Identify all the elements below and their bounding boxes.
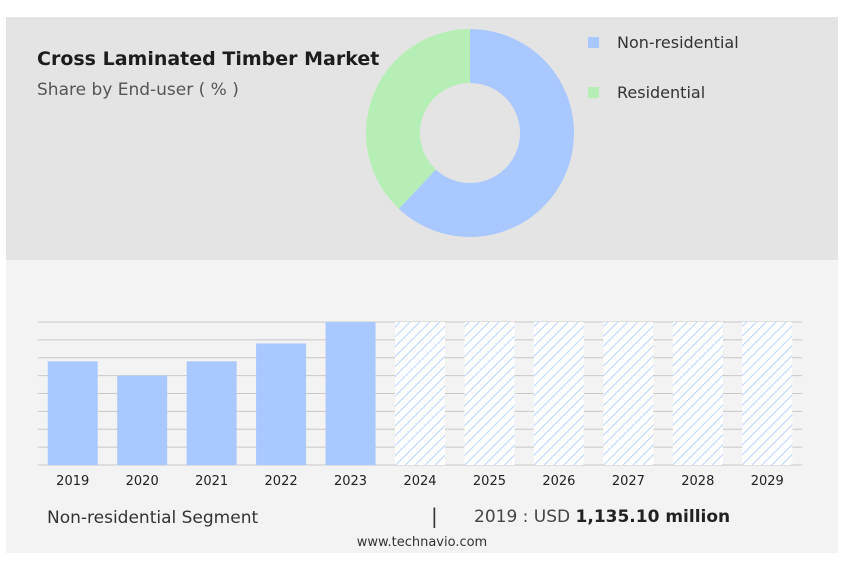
x-tick-label-2022: 2022: [265, 474, 298, 489]
chart-subtitle: Share by End-user ( % ): [37, 80, 239, 100]
x-tick-label-2024: 2024: [403, 474, 436, 489]
legend-swatch-non-residential: [588, 37, 599, 48]
segment-label: Non-residential Segment: [47, 508, 259, 528]
x-tick-label-2026: 2026: [542, 474, 575, 489]
x-tick-label-2028: 2028: [681, 474, 714, 489]
forecast-bar-2025: [464, 322, 515, 465]
segment-stat: 2019 : USD 1,135.10 million: [474, 507, 730, 527]
chart-title: Cross Laminated Timber Market: [37, 48, 380, 70]
forecast-bar-2029: [742, 322, 793, 465]
x-tick-label-2023: 2023: [334, 474, 367, 489]
infographic-card: Cross Laminated Timber Market Share by E…: [6, 17, 838, 553]
forecast-bar-2028: [672, 322, 723, 465]
donut-slice-non-residential: [398, 29, 574, 237]
legend-item-non-residential: Non-residential: [588, 33, 739, 52]
stat-prefix: 2019 : USD: [474, 507, 571, 527]
bar-2020: [117, 375, 168, 465]
legend-label-non-residential: Non-residential: [617, 33, 739, 52]
x-tick-label-2020: 2020: [126, 474, 159, 489]
forecast-bar-2026: [533, 322, 584, 465]
bar-2022: [256, 343, 307, 465]
footer-divider: |: [431, 504, 438, 528]
donut-chart: [365, 29, 574, 237]
x-tick-label-2029: 2029: [751, 474, 784, 489]
legend-item-residential: Residential: [588, 83, 705, 102]
legend-label-residential: Residential: [617, 83, 706, 102]
top-panel: Cross Laminated Timber Market Share by E…: [6, 17, 838, 260]
forecast-bar-2024: [395, 322, 445, 465]
bar-2021: [186, 361, 237, 465]
stat-value: 1,135.10 million: [575, 507, 731, 527]
bar-2019: [47, 361, 98, 465]
bar-2023: [325, 322, 376, 465]
legend-swatch-residential: [588, 87, 599, 98]
bar-chart: 2019 2020 2021 2022 2023 2024 2025 2026 2027 2028…: [38, 321, 802, 489]
x-tick-label-2027: 2027: [612, 474, 645, 489]
source-url: www.technavio.com: [356, 535, 488, 550]
x-tick-label-2025: 2025: [473, 474, 506, 489]
x-tick-label-2021: 2021: [195, 474, 228, 489]
donut-slice-residential: [365, 29, 470, 209]
forecast-bar-2027: [603, 322, 654, 465]
x-tick-label-2019: 2019: [56, 474, 89, 489]
